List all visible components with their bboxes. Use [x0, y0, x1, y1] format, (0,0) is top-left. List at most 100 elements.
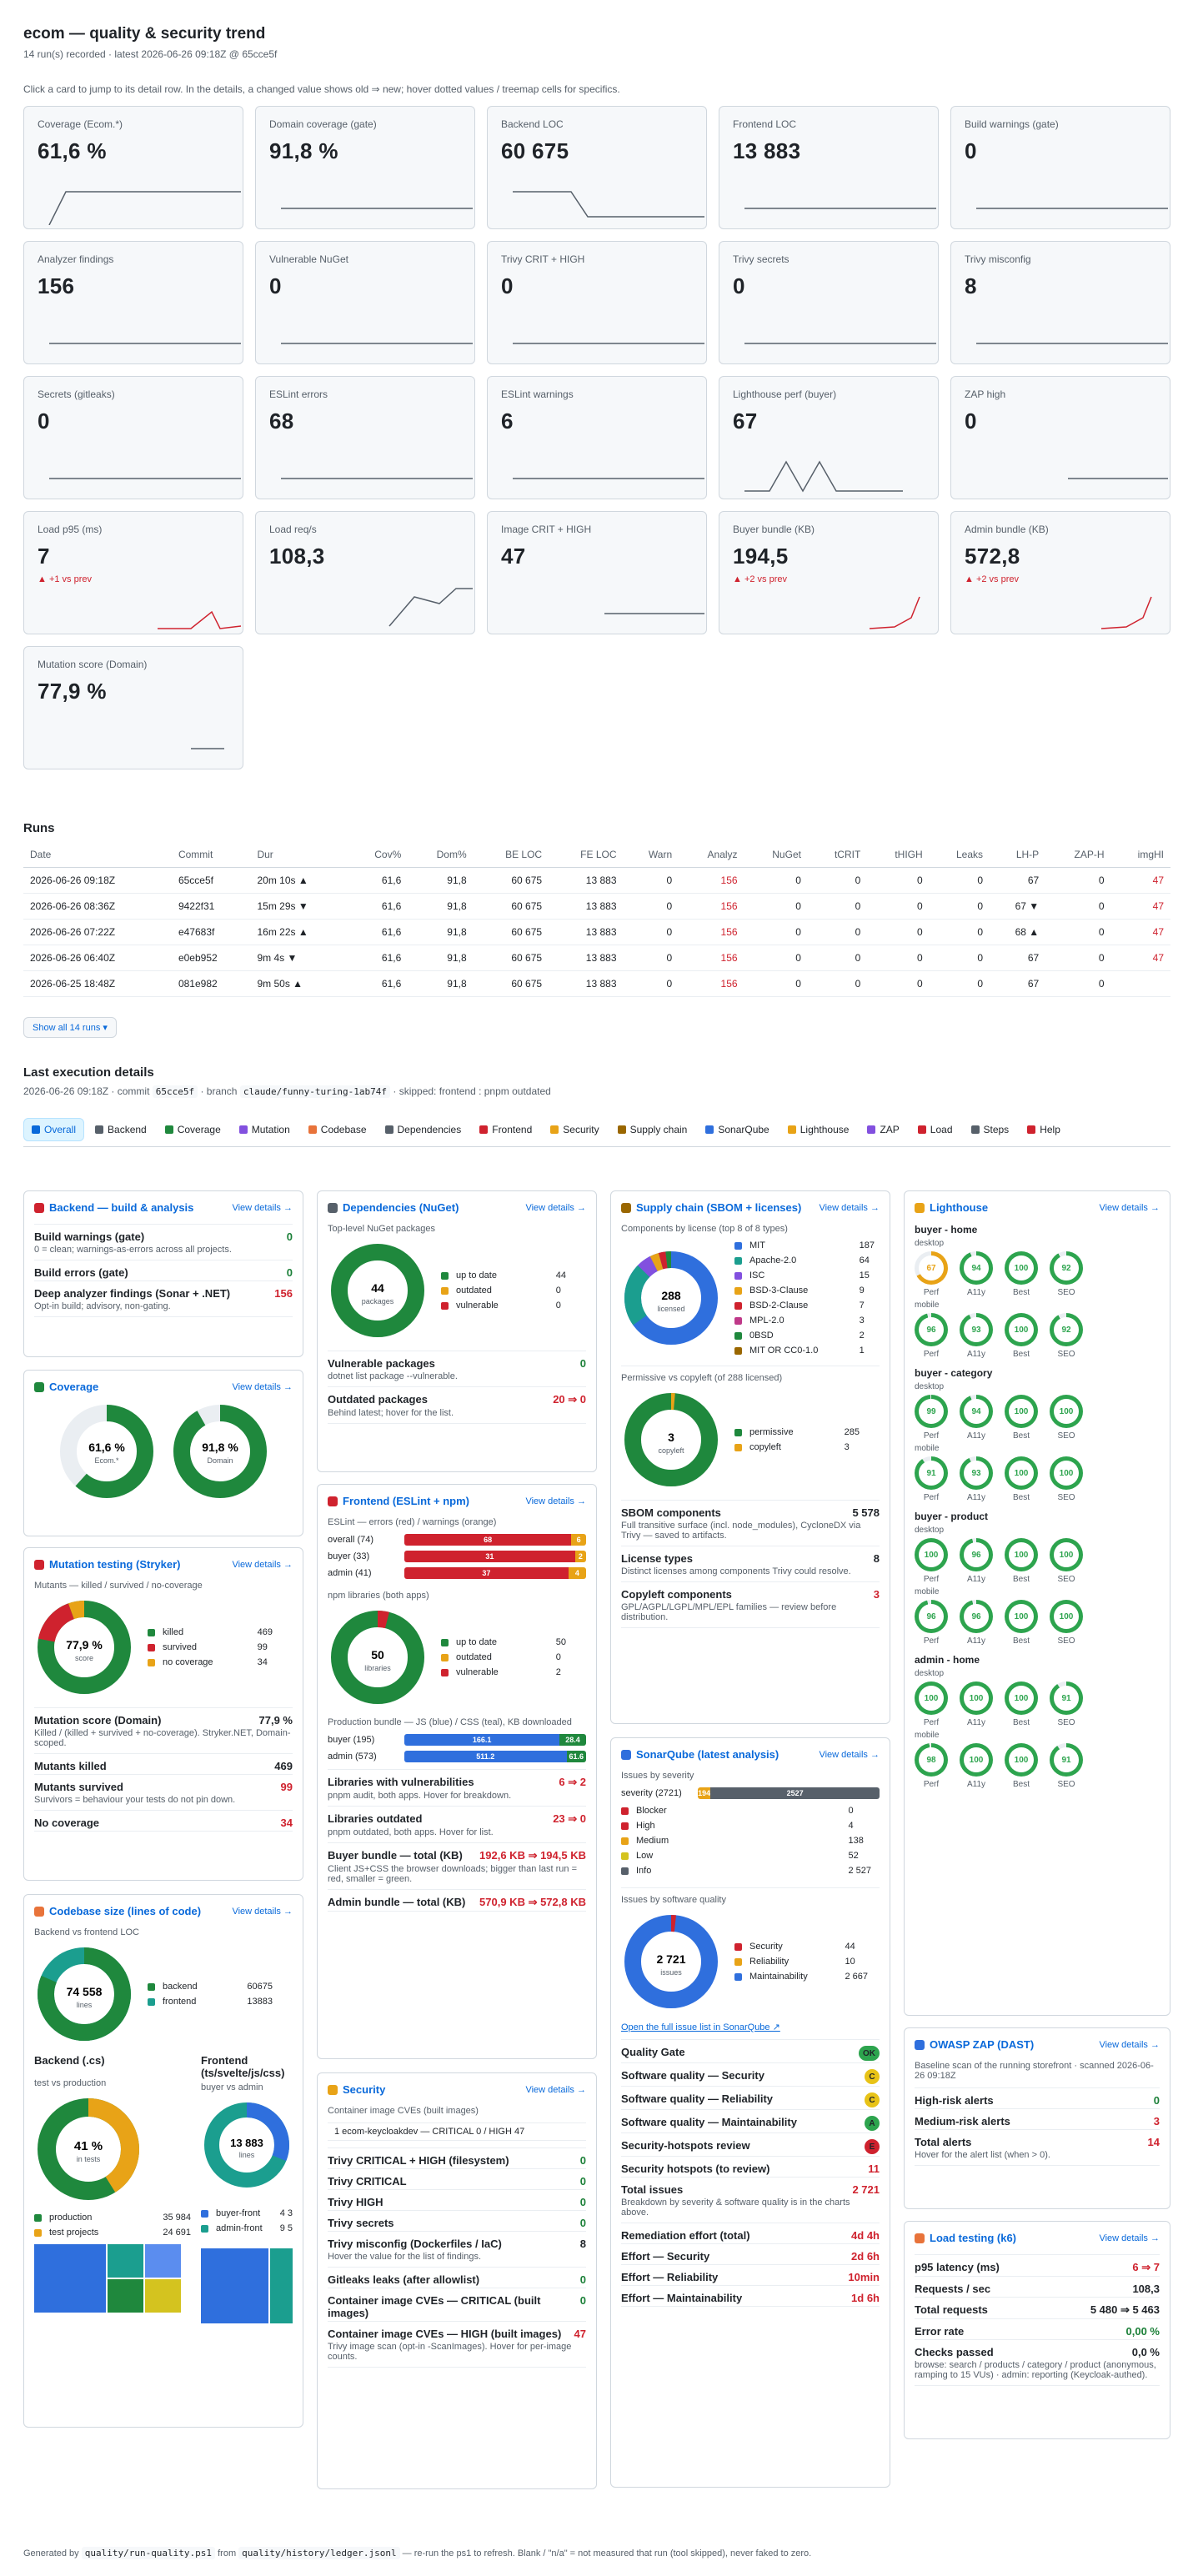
kpi-card[interactable]: Secrets (gitleaks) 0: [23, 376, 243, 499]
bundle-bar-label: admin (573): [328, 1752, 377, 1762]
tab-lighthouse[interactable]: Lighthouse: [780, 1118, 857, 1141]
table-row[interactable]: 2026-06-26 06:40Z e0eb952 9m 4s ▼ 61,6 91,8 6…: [23, 945, 1170, 971]
kpi-card[interactable]: Frontend LOC 13 883: [719, 106, 939, 229]
kpi-card[interactable]: Vulnerable NuGet 0: [255, 241, 475, 364]
mutation-view-details-link[interactable]: View details →: [232, 1559, 293, 1570]
tab-mutation[interactable]: Mutation: [232, 1118, 298, 1141]
tab-help[interactable]: Help: [1020, 1118, 1068, 1141]
kpi-card[interactable]: Coverage (Ecom.*) 61,6 %: [23, 106, 243, 229]
lighthouse-score-cell[interactable]: 100 Best: [1005, 1395, 1038, 1441]
table-row[interactable]: 2026-06-26 09:18Z 65cce5f 20m 10s ▲ 61,6 91,…: [23, 867, 1170, 894]
eslint-bar[interactable]: 68 6: [404, 1534, 586, 1546]
load-view-details-link[interactable]: View details →: [1099, 2233, 1160, 2243]
table-row[interactable]: 2026-06-26 07:22Z e47683f 16m 22s ▲ 61,6 91,…: [23, 919, 1170, 945]
lighthouse-score-cell[interactable]: 100 Best: [1005, 1456, 1038, 1502]
severity-bar[interactable]: 194 2527: [698, 1787, 880, 1799]
lighthouse-score-cell[interactable]: 93 A11y: [960, 1456, 993, 1502]
kpi-card[interactable]: Trivy misconfig 8: [950, 241, 1170, 364]
coverage-view-details-link[interactable]: View details →: [232, 1381, 293, 1392]
kpi-card[interactable]: Backend LOC 60 675: [487, 106, 707, 229]
lighthouse-score-cell[interactable]: 100 Best: [1005, 1743, 1038, 1789]
table-row[interactable]: 2026-06-26 08:36Z 9422f31 15m 29s ▼ 61,6 91,…: [23, 893, 1170, 920]
lighthouse-score-cell[interactable]: 94 A11y: [960, 1251, 993, 1297]
lighthouse-score-cell[interactable]: 96 Perf: [915, 1313, 948, 1359]
lighthouse-score-ring: 92: [1050, 1313, 1083, 1346]
tab-zap[interactable]: ZAP: [860, 1118, 906, 1141]
lighthouse-view-details-link[interactable]: View details →: [1099, 1202, 1160, 1213]
kpi-card[interactable]: ZAP high 0: [950, 376, 1170, 499]
lighthouse-score-cell[interactable]: 100 Best: [1005, 1600, 1038, 1646]
kpi-card[interactable]: Buyer bundle (KB) 194,5 ▲ +2 vs prev: [719, 511, 939, 634]
lighthouse-score-cell[interactable]: 100 A11y: [960, 1681, 993, 1727]
supply-view-details-link[interactable]: View details →: [819, 1202, 880, 1213]
lighthouse-score-cell[interactable]: 100 A11y: [960, 1743, 993, 1789]
tab-overall[interactable]: Overall: [23, 1118, 85, 1141]
frontend-view-details-link[interactable]: View details →: [525, 1496, 586, 1506]
tab-backend[interactable]: Backend: [88, 1118, 154, 1141]
tab-sonarqube[interactable]: SonarQube: [698, 1118, 776, 1141]
legend-label: Info: [636, 1866, 652, 1876]
kpi-card[interactable]: Image CRIT + HIGH 47: [487, 511, 707, 634]
backend-view-details-link[interactable]: View details →: [232, 1202, 293, 1213]
kpi-card[interactable]: Admin bundle (KB) 572,8 ▲ +2 vs prev: [950, 511, 1170, 634]
kpi-card[interactable]: Load req/s 108,3: [255, 511, 475, 634]
lighthouse-score-cell[interactable]: 92 SEO: [1050, 1251, 1083, 1297]
show-all-runs-button[interactable]: Show all 14 runs ▾: [23, 1017, 117, 1038]
legend-label: Blocker: [636, 1806, 667, 1816]
lighthouse-score-cell[interactable]: 99 Perf: [915, 1395, 948, 1441]
kpi-card[interactable]: Analyzer findings 156: [23, 241, 243, 364]
lighthouse-score-cell[interactable]: 93 A11y: [960, 1313, 993, 1359]
lighthouse-score-cell[interactable]: 92 SEO: [1050, 1313, 1083, 1359]
lighthouse-score-cell[interactable]: 96 A11y: [960, 1600, 993, 1646]
kpi-card[interactable]: Domain coverage (gate) 91,8 %: [255, 106, 475, 229]
tab-dependencies[interactable]: Dependencies: [378, 1118, 469, 1141]
bundle-bar[interactable]: 511.2 61.6: [404, 1751, 586, 1762]
tab-security[interactable]: Security: [543, 1118, 606, 1141]
lighthouse-score-cell[interactable]: 96 Perf: [915, 1600, 948, 1646]
tab-load[interactable]: Load: [910, 1118, 960, 1141]
codebase-view-details-link[interactable]: View details →: [232, 1906, 293, 1917]
table-row[interactable]: 2026-06-25 18:48Z 081e982 9m 50s ▲ 61,6 91,8…: [23, 970, 1170, 997]
frontend-treemap[interactable]: [201, 2248, 293, 2323]
tab-steps[interactable]: Steps: [964, 1118, 1017, 1141]
security-view-details-link[interactable]: View details →: [525, 2084, 586, 2095]
lighthouse-score-cell[interactable]: 98 Perf: [915, 1743, 948, 1789]
tab-frontend[interactable]: Frontend: [472, 1118, 539, 1141]
deps-view-details-link[interactable]: View details →: [525, 1202, 586, 1213]
tab-coverage[interactable]: Coverage: [158, 1118, 228, 1141]
lighthouse-score-cell[interactable]: 94 A11y: [960, 1395, 993, 1441]
detail-row-head: Trivy CRITICAL + HIGH (filesystem) 0: [328, 2148, 586, 2168]
bundle-bar[interactable]: 166.1 28.4: [404, 1734, 586, 1746]
kpi-card[interactable]: Trivy CRIT + HIGH 0: [487, 241, 707, 364]
lighthouse-score-cell[interactable]: 100 Best: [1005, 1681, 1038, 1727]
lighthouse-score-cell[interactable]: 100 Perf: [915, 1681, 948, 1727]
backend-treemap[interactable]: [34, 2244, 181, 2313]
kpi-card[interactable]: ESLint errors 68: [255, 376, 475, 499]
tab-codebase[interactable]: Codebase: [301, 1118, 374, 1141]
kpi-card[interactable]: Lighthouse perf (buyer) 67: [719, 376, 939, 499]
lighthouse-score-cell[interactable]: 67 Perf: [915, 1251, 948, 1297]
lighthouse-score-cell[interactable]: 100 SEO: [1050, 1538, 1083, 1584]
lighthouse-score-cell[interactable]: 91 Perf: [915, 1456, 948, 1502]
eslint-bar[interactable]: 37 4: [404, 1567, 586, 1579]
eslint-bar[interactable]: 31 2: [404, 1551, 586, 1562]
lighthouse-score-cell[interactable]: 91 SEO: [1050, 1743, 1083, 1789]
tab-supply-chain[interactable]: Supply chain: [610, 1118, 695, 1141]
kpi-card[interactable]: Load p95 (ms) 7 ▲ +1 vs prev: [23, 511, 243, 634]
kpi-card[interactable]: Trivy secrets 0: [719, 241, 939, 364]
lighthouse-score-cell[interactable]: 100 Perf: [915, 1538, 948, 1584]
lighthouse-score-cell[interactable]: 100 Best: [1005, 1251, 1038, 1297]
lighthouse-score-cell[interactable]: 100 Best: [1005, 1538, 1038, 1584]
lighthouse-score-cell[interactable]: 100 SEO: [1050, 1456, 1083, 1502]
lighthouse-score-cell[interactable]: 100 SEO: [1050, 1395, 1083, 1441]
lighthouse-score-cell[interactable]: 96 A11y: [960, 1538, 993, 1584]
lighthouse-score-cell[interactable]: 91 SEO: [1050, 1681, 1083, 1727]
sonar-view-details-link[interactable]: View details →: [819, 1749, 880, 1760]
lighthouse-score-cell[interactable]: 100 Best: [1005, 1313, 1038, 1359]
lighthouse-score-cell[interactable]: 100 SEO: [1050, 1600, 1083, 1646]
zap-view-details-link[interactable]: View details →: [1099, 2039, 1160, 2050]
kpi-card[interactable]: Mutation score (Domain) 77,9 %: [23, 646, 243, 769]
kpi-card[interactable]: Build warnings (gate) 0: [950, 106, 1170, 229]
sonarqube-issues-link[interactable]: Open the full issue list in SonarQube ↗: [621, 2022, 780, 2032]
kpi-card[interactable]: ESLint warnings 6: [487, 376, 707, 499]
